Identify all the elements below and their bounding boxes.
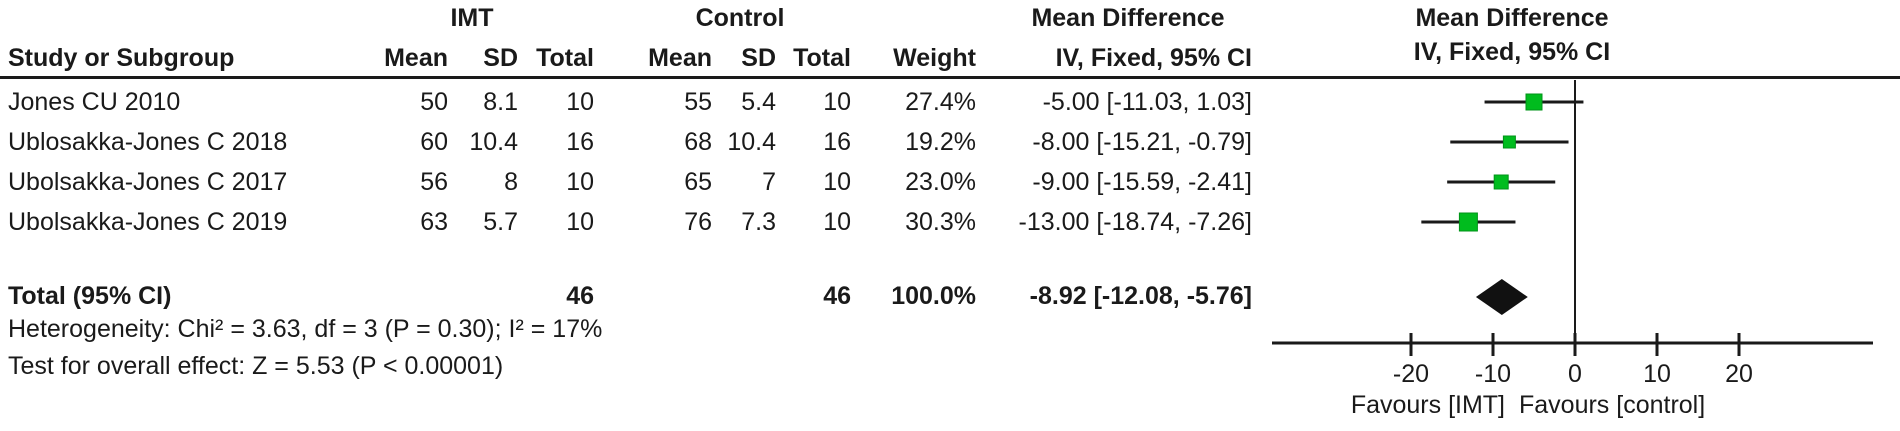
x-axis-tick-label: -20 [1393, 360, 1429, 388]
spacer [594, 274, 712, 318]
header-imt-sd: SD [483, 44, 518, 72]
x-axis-tick-label: 0 [1568, 360, 1582, 388]
imt-sd-value: 5.7 [483, 208, 518, 236]
plot-header-iv-fixed-ci: IV, Fixed, 95% CI [1413, 38, 1611, 66]
imt-sd-value: 8 [504, 168, 518, 196]
weight-value: 30.3% [905, 208, 976, 236]
study-label: Jones CU 2010 [8, 88, 181, 116]
table-row-total: Total (95% CI) 46 46 100.0% -8.92 [-12.0… [0, 274, 1252, 318]
control-total-value: 10 [823, 208, 851, 236]
control-sd-value: 10.4 [727, 128, 776, 156]
header-imt-mean: Mean [384, 44, 448, 72]
spacer [712, 274, 776, 318]
control-sd-value: 5.4 [741, 88, 776, 116]
control-mean-value: 65 [684, 168, 712, 196]
imt-mean-value: 50 [420, 88, 448, 116]
effect-square [1458, 212, 1478, 232]
header-control-mean: Mean [648, 44, 712, 72]
control-total-sum: 46 [823, 282, 851, 310]
imt-mean-value: 63 [420, 208, 448, 236]
control-total-value: 10 [823, 168, 851, 196]
imt-total-sum: 46 [566, 282, 594, 310]
mean-difference-ci-value: -13.00 [-18.74, -7.26] [1018, 208, 1252, 236]
effect-square [1493, 174, 1509, 190]
header-study-or-subgroup: Study or Subgroup [8, 44, 235, 72]
overall-effect-test: Test for overall effect: Z = 5.53 (P < 0… [8, 352, 504, 380]
total-label: Total (95% CI) [8, 282, 172, 310]
control-mean-value: 55 [684, 88, 712, 116]
weight-value: 23.0% [905, 168, 976, 196]
mean-difference-ci-value: -9.00 [-15.59, -2.41] [1032, 168, 1252, 196]
heterogeneity-stats: Heterogeneity: Chi² = 3.63, df = 3 (P = … [8, 315, 603, 343]
imt-mean-value: 60 [420, 128, 448, 156]
effect-square [1502, 135, 1516, 149]
total-mean-difference-ci: -8.92 [-12.08, -5.76] [1029, 282, 1252, 310]
mean-difference-ci-value: -5.00 [-11.03, 1.03] [1042, 88, 1252, 116]
total-weight: 100.0% [891, 282, 976, 310]
plot-header-mean-difference: Mean Difference [1415, 4, 1609, 32]
table-row-study-2: Ublosakka-Jones C 2018 60 10.4 16 68 10.… [0, 122, 1252, 162]
effect-square [1525, 93, 1543, 111]
table-row-study-4: Ubolsakka-Jones C 2019 63 5.7 10 76 7.3 … [0, 202, 1252, 242]
column-header-mean-difference-text: Mean Difference [1031, 4, 1225, 32]
table-header-row: Study or Subgroup Mean SD Total Mean SD … [0, 38, 1252, 78]
control-sd-value: 7.3 [741, 208, 776, 236]
control-total-value: 16 [823, 128, 851, 156]
control-sd-value: 7 [762, 168, 776, 196]
group-header-control: Control [695, 4, 785, 32]
study-label: Ubolsakka-Jones C 2019 [8, 208, 288, 236]
imt-total-value: 16 [566, 128, 594, 156]
imt-total-value: 10 [566, 88, 594, 116]
x-axis-tick-label: 10 [1643, 360, 1671, 388]
favours-right-label: Favours [control] [1519, 391, 1706, 419]
study-label: Ubolsakka-Jones C 2017 [8, 168, 288, 196]
x-axis-tick-label: 20 [1725, 360, 1753, 388]
header-weight: Weight [893, 44, 976, 72]
header-imt-total: Total [536, 44, 594, 72]
weight-value: 27.4% [905, 88, 976, 116]
mean-difference-ci-value: -8.00 [-15.21, -0.79] [1032, 128, 1252, 156]
header-divider-line [0, 76, 1900, 79]
header-iv-fixed-ci-text: IV, Fixed, 95% CI [1055, 44, 1252, 72]
table-row-study-1: Jones CU 2010 50 8.1 10 55 5.4 10 27.4% … [0, 82, 1252, 122]
imt-mean-value: 56 [420, 168, 448, 196]
pooled-diamond [1475, 279, 1528, 315]
x-axis-tick-label: -10 [1475, 360, 1511, 388]
imt-total-value: 10 [566, 168, 594, 196]
control-mean-value: 76 [684, 208, 712, 236]
imt-sd-value: 10.4 [469, 128, 518, 156]
imt-total-value: 10 [566, 208, 594, 236]
study-label: Ublosakka-Jones C 2018 [8, 128, 288, 156]
weight-value: 19.2% [905, 128, 976, 156]
group-header-imt: IMT [450, 4, 494, 32]
header-control-sd: SD [741, 44, 776, 72]
imt-sd-value: 8.1 [483, 88, 518, 116]
control-mean-value: 68 [684, 128, 712, 156]
control-total-value: 10 [823, 88, 851, 116]
favours-left-label: Favours [IMT] [1350, 391, 1505, 419]
header-control-total: Total [793, 44, 851, 72]
table-row-study-3: Ubolsakka-Jones C 2017 56 8 10 65 7 10 2… [0, 162, 1252, 202]
